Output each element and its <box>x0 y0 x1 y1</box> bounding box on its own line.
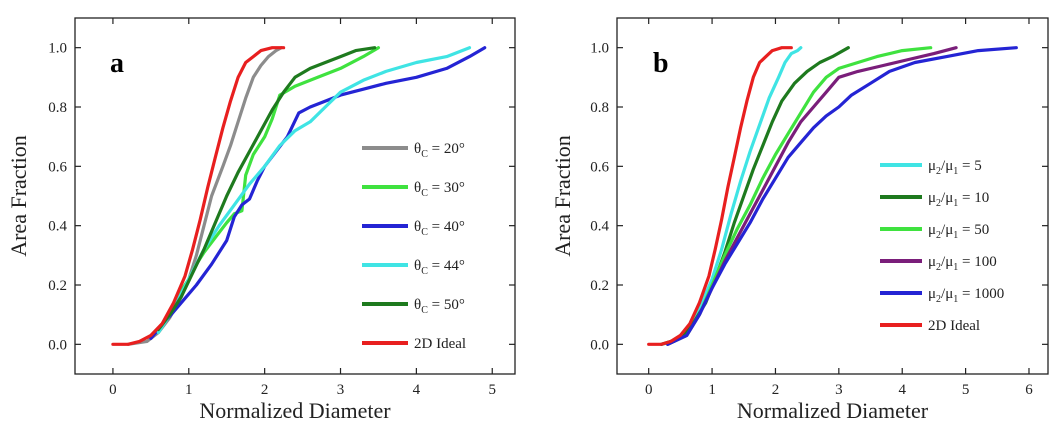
panel-letter: b <box>653 48 669 79</box>
y-tick-label: 0.4 <box>48 219 67 235</box>
x-tick-label: 1 <box>185 382 193 398</box>
y-tick-label: 0.2 <box>590 278 609 294</box>
y-axis-title: Area Fraction <box>550 135 575 257</box>
series-line-4 <box>156 46 377 332</box>
x-tick-label: 6 <box>1025 382 1033 398</box>
y-tick-label: 0.2 <box>48 278 67 294</box>
x-axis-title: Normalized Diameter <box>737 398 929 423</box>
legend-label: μ2/μ1 = 100 <box>928 254 997 273</box>
y-tick-label: 1.0 <box>48 41 67 57</box>
legend-label: μ2/μ1 = 50 <box>928 222 989 241</box>
legend-label: 2D Ideal <box>414 336 466 352</box>
plot-frame <box>616 17 1049 375</box>
y-tick-label: 0.8 <box>590 100 609 116</box>
x-tick-label: 0 <box>645 382 653 398</box>
y-tick-label: 0.6 <box>590 159 609 175</box>
x-tick-label: 2 <box>772 382 780 398</box>
x-tick-label: 0 <box>109 382 117 398</box>
y-axis-title: Area Fraction <box>6 135 31 257</box>
series-line-5 <box>647 46 793 346</box>
series-line-4 <box>666 46 1018 346</box>
x-tick-label: 5 <box>488 382 496 398</box>
legend-label: μ2/μ1 = 5 <box>928 158 982 177</box>
x-tick-label: 3 <box>337 382 345 398</box>
series-line-5 <box>111 46 286 346</box>
y-tick-label: 0.4 <box>590 219 609 235</box>
legend-label: θC = 30° <box>414 180 465 199</box>
x-tick-label: 5 <box>962 382 970 398</box>
panel-a: 0 1 2 3 4 5 0.0 0.2 0.4 0.6 0.8 1.0 Normalized Diame… <box>6 17 516 423</box>
x-tick-label: 4 <box>413 382 421 398</box>
y-tick-label: 0.8 <box>48 100 67 116</box>
y-tick-label: 1.0 <box>590 41 609 57</box>
x-tick-label: 2 <box>261 382 269 398</box>
series-line-0 <box>659 46 803 346</box>
panel-letter: a <box>110 48 124 79</box>
x-axis-title: Normalized Diameter <box>199 398 391 423</box>
y-tick-label: 0.0 <box>590 337 609 353</box>
legend-label: μ2/μ1 = 1000 <box>928 286 1004 305</box>
x-tick-label: 1 <box>708 382 716 398</box>
y-tick-label: 0.6 <box>48 159 67 175</box>
plot-frame <box>74 17 516 375</box>
x-tick-label: 4 <box>898 382 906 398</box>
legend-label: θC = 20° <box>414 141 465 160</box>
legend-label: θC = 50° <box>414 297 465 316</box>
legend-label: θC = 44° <box>414 258 465 277</box>
legend: θC = 20° θC = 30° θC = 40° θC = 44° θC = 50°… <box>362 141 466 352</box>
legend-label: θC = 40° <box>414 219 465 238</box>
y-tick-label: 0.0 <box>48 337 67 353</box>
panel-b: 0 1 2 3 4 5 6 0.0 0.2 0.4 0.6 0.8 1.0 Normalized Diam… <box>550 17 1049 423</box>
legend-label: 2D Ideal <box>928 318 980 334</box>
legend-label: μ2/μ1 = 10 <box>928 190 989 209</box>
x-tick-label: 3 <box>835 382 843 398</box>
legend: μ2/μ1 = 5 μ2/μ1 = 10 μ2/μ1 = 50 μ2/μ1 = 100… <box>880 158 1004 334</box>
